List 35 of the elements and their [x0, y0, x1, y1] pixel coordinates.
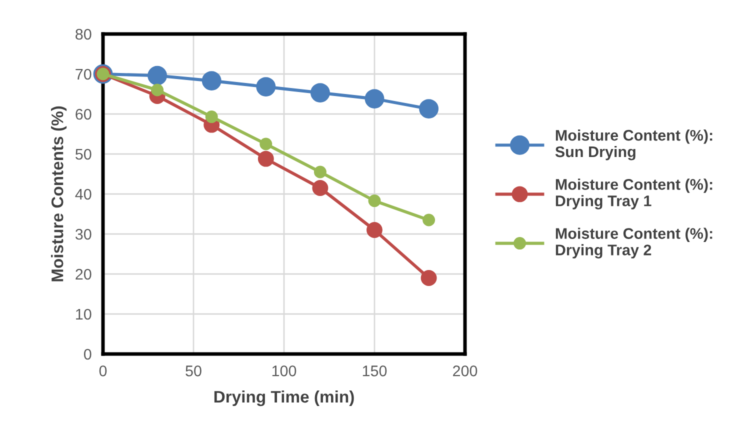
y-tick-label: 20: [76, 268, 92, 280]
point: [202, 71, 222, 91]
point: [260, 138, 272, 150]
y-tick-label: 40: [75, 188, 92, 200]
y-axis-title: Moisture Contents (%): [51, 106, 67, 282]
point: [368, 194, 381, 208]
point: [151, 84, 164, 96]
point: [205, 110, 218, 124]
legend-label: Moisture Content (%): Drying Tray 1: [556, 178, 712, 210]
y-tick-label: 50: [76, 148, 92, 160]
x-axis-title: Drying Time (min): [214, 390, 354, 406]
legend-label: Moisture Content (%): Drying Tray 2: [556, 228, 712, 258]
y-tick-label: 10: [76, 308, 92, 320]
y-tick-label: 0: [84, 348, 92, 360]
point: [422, 214, 436, 226]
legend-label: Moisture Content (%): Sun Drying: [555, 130, 712, 160]
point: [258, 150, 274, 167]
y-tick-label: 80: [76, 28, 92, 40]
point: [310, 83, 330, 103]
y-tick-label: 30: [75, 228, 92, 240]
point: [312, 180, 328, 196]
point: [148, 66, 168, 86]
y-tick-label: 60: [76, 108, 92, 120]
y-tick-label: 70: [76, 68, 92, 80]
point: [419, 99, 439, 119]
point: [364, 89, 384, 109]
x-tick-label: 150: [362, 366, 387, 376]
point: [314, 166, 326, 178]
x-tick-label: 50: [186, 366, 202, 376]
point: [256, 77, 276, 97]
point: [366, 222, 382, 238]
x-tick-label: 100: [272, 366, 296, 376]
point: [420, 270, 437, 286]
x-tick-label: 0: [99, 366, 107, 376]
x-tick-label: 200: [453, 366, 478, 376]
